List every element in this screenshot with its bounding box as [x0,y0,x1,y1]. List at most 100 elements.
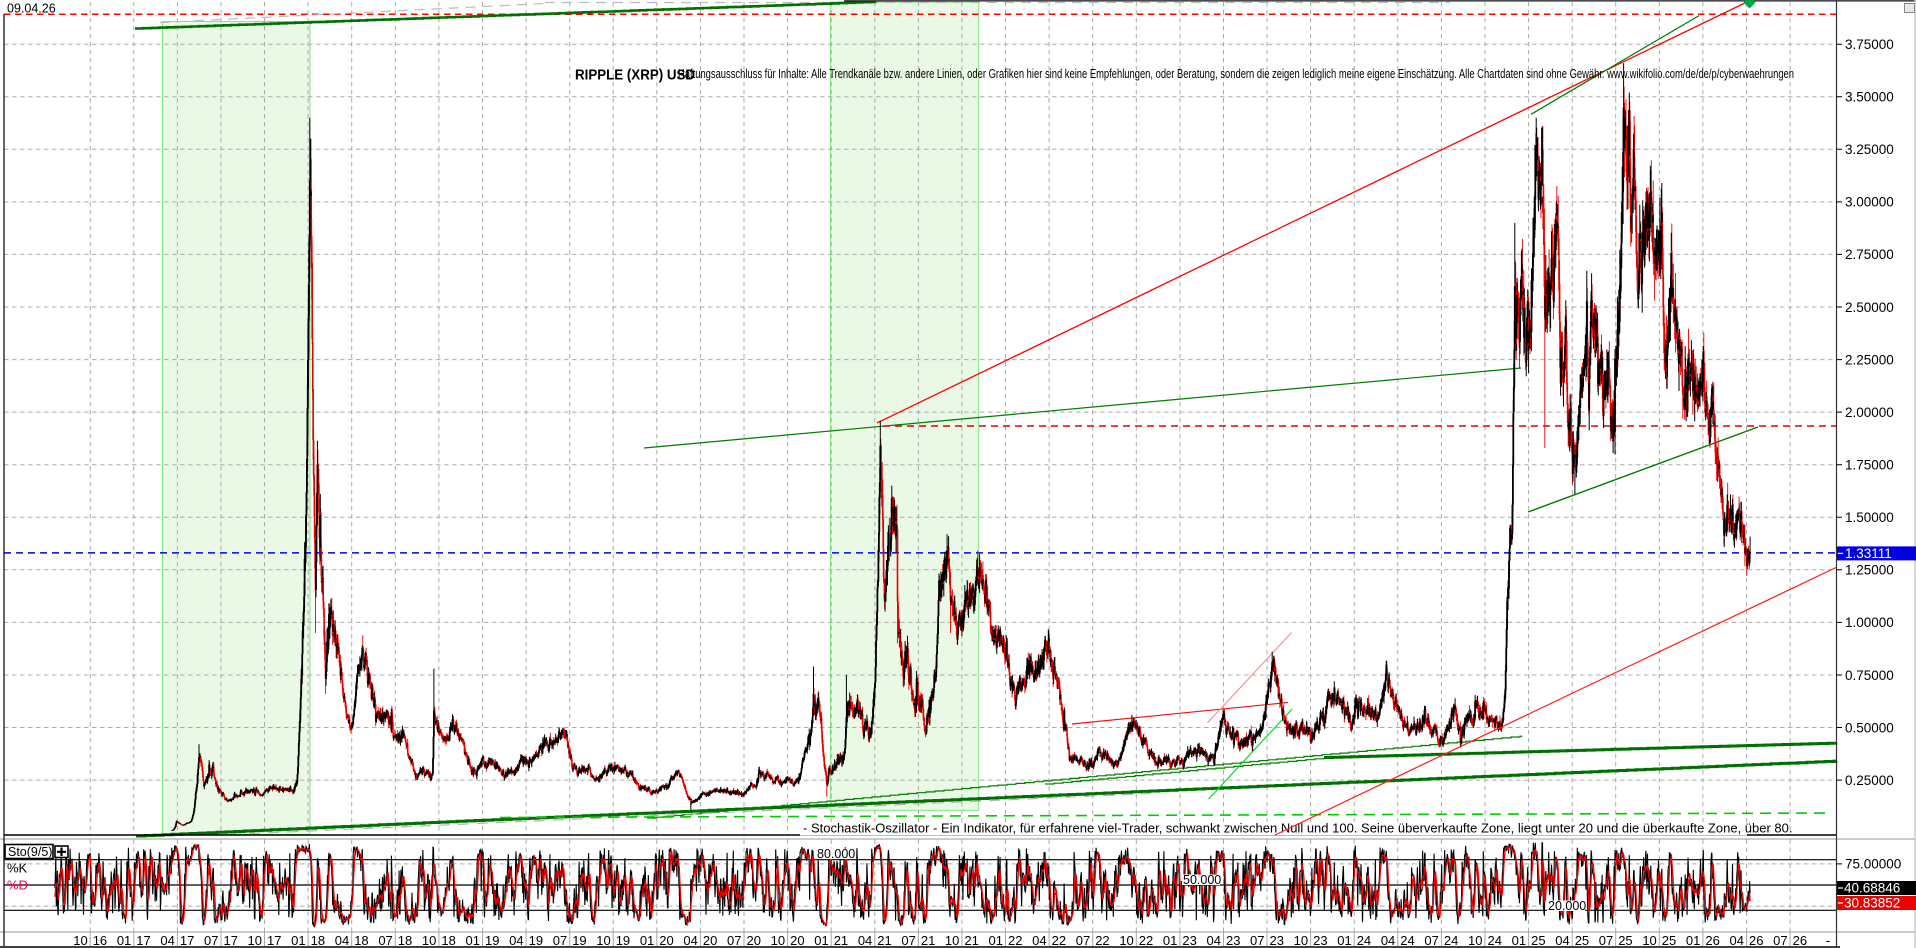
svg-text:19: 19 [572,933,586,948]
svg-text:04: 04 [509,933,523,948]
svg-text:24: 24 [1444,933,1458,948]
svg-text:19: 19 [485,933,499,948]
svg-text:50.000: 50.000 [1183,873,1221,887]
svg-text:22: 22 [1095,933,1109,948]
svg-text:04: 04 [1381,933,1395,948]
svg-text:04: 04 [1032,933,1046,948]
svg-text:01: 01 [814,933,828,948]
svg-text:1.00000: 1.00000 [1845,615,1894,630]
svg-text:25: 25 [1575,933,1589,948]
svg-text:0.25000: 0.25000 [1845,773,1894,788]
svg-text:01: 01 [466,933,480,948]
svg-text:26: 26 [1705,933,1719,948]
svg-text:19: 19 [529,933,543,948]
svg-text:1.75000: 1.75000 [1845,458,1894,473]
svg-text:3.25000: 3.25000 [1845,142,1894,157]
svg-text:1.50000: 1.50000 [1845,510,1894,525]
svg-text:04: 04 [858,933,872,948]
svg-text:07: 07 [1773,933,1787,948]
svg-text:%K: %K [7,861,28,876]
svg-text:20: 20 [703,933,717,948]
svg-text:23: 23 [1226,933,1240,948]
svg-text:10: 10 [73,933,87,948]
svg-text:04: 04 [335,933,349,948]
svg-text:24: 24 [1400,933,1414,948]
svg-text:04: 04 [1730,933,1744,948]
svg-text:01: 01 [1337,933,1351,948]
svg-text:07: 07 [727,933,741,948]
svg-text:18: 18 [354,933,368,948]
svg-text:1.33111: 1.33111 [1845,546,1892,561]
svg-text:17: 17 [267,933,281,948]
svg-text:3.50000: 3.50000 [1845,90,1894,105]
svg-text:19: 19 [616,933,630,948]
svg-text:3.75000: 3.75000 [1845,37,1894,52]
svg-text:2.00000: 2.00000 [1845,405,1894,420]
svg-text:10: 10 [422,933,436,948]
svg-text:10: 10 [1294,933,1308,948]
svg-text:10: 10 [1468,933,1482,948]
svg-text:21: 21 [964,933,978,948]
svg-text:10: 10 [1642,933,1656,948]
svg-text:17: 17 [224,933,238,948]
svg-text:01: 01 [117,933,131,948]
svg-text:07: 07 [553,933,567,948]
svg-text:25: 25 [1662,933,1676,948]
svg-text:Haftungsausschluss für Inhalte: Haftungsausschluss für Inhalte: Alle Tre… [678,67,1794,81]
svg-text:01: 01 [1512,933,1526,948]
svg-text:2.50000: 2.50000 [1845,300,1894,315]
svg-text:07: 07 [1424,933,1438,948]
svg-text:20: 20 [790,933,804,948]
svg-text:22: 22 [1008,933,1022,948]
svg-text:22: 22 [1052,933,1066,948]
svg-text:10: 10 [248,933,262,948]
svg-text:21: 21 [834,933,848,948]
svg-text:0.50000: 0.50000 [1845,720,1894,735]
svg-text:24: 24 [1488,933,1502,948]
svg-text:RIPPLE (XRP) USD: RIPPLE (XRP) USD [575,68,695,84]
svg-text:- Stochastik-Oszillator - Ein: - Stochastik-Oszillator - Ein Indikator,… [803,821,1793,836]
svg-text:07: 07 [378,933,392,948]
svg-text:80.000: 80.000 [817,847,855,861]
svg-text:0.75000: 0.75000 [1845,668,1894,683]
svg-text:2.25000: 2.25000 [1845,352,1894,367]
svg-text:23: 23 [1270,933,1284,948]
svg-text:04: 04 [1207,933,1221,948]
svg-text:01: 01 [1163,933,1177,948]
svg-text:1.25000: 1.25000 [1845,563,1894,578]
svg-text:07: 07 [901,933,915,948]
svg-text:18: 18 [311,933,325,948]
svg-text:07: 07 [204,933,218,948]
svg-text:16: 16 [93,933,107,948]
svg-text:01: 01 [640,933,654,948]
svg-text:01: 01 [1686,933,1700,948]
svg-text:21: 21 [877,933,891,948]
svg-text:3.00000: 3.00000 [1845,195,1894,210]
svg-text:23: 23 [1313,933,1327,948]
svg-text:18: 18 [398,933,412,948]
svg-text:07: 07 [1599,933,1613,948]
svg-text:40.68846: 40.68846 [1844,881,1900,896]
svg-text:09.04.26: 09.04.26 [7,2,56,16]
svg-text:18: 18 [441,933,455,948]
svg-text:2.75000: 2.75000 [1845,247,1894,262]
svg-text:21: 21 [921,933,935,948]
svg-text:30.83852: 30.83852 [1844,896,1900,911]
svg-text:04: 04 [683,933,697,948]
svg-text:24: 24 [1357,933,1371,948]
svg-text:07: 07 [1250,933,1264,948]
svg-text:04: 04 [1555,933,1569,948]
svg-text:26: 26 [1793,933,1807,948]
svg-text:10: 10 [1119,933,1133,948]
svg-text:75.00000: 75.00000 [1845,857,1901,872]
svg-text:20: 20 [747,933,761,948]
svg-text:%D: %D [7,878,28,893]
svg-text:01: 01 [989,933,1003,948]
svg-text:22: 22 [1139,933,1153,948]
svg-text:01: 01 [291,933,305,948]
svg-text:10: 10 [596,933,610,948]
svg-text:Sto(9/5): Sto(9/5) [8,845,52,859]
svg-text:25: 25 [1531,933,1545,948]
svg-text:-: - [1826,933,1830,948]
svg-text:17: 17 [180,933,194,948]
